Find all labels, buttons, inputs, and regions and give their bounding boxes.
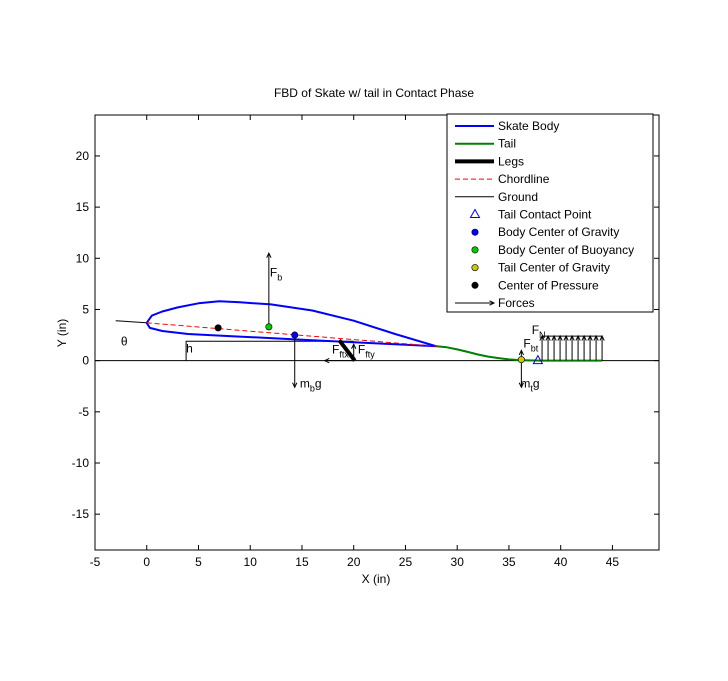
x-axis-label: X (in) xyxy=(362,572,391,586)
normal-load-arrow-head xyxy=(545,334,551,341)
annotation-label: mbg xyxy=(300,376,322,393)
y-tick-label: 10 xyxy=(76,251,90,265)
legend-symbol xyxy=(469,208,481,218)
normal-load-arrow-head xyxy=(557,334,563,341)
annotation-label: Fbt xyxy=(523,336,538,353)
point-center-of-pressure xyxy=(214,324,222,332)
force-arrow-head xyxy=(292,382,298,389)
force-arrow-head xyxy=(323,358,330,364)
y-tick-label: -10 xyxy=(72,456,90,470)
force-arrow-head xyxy=(518,349,524,356)
point-body-center-of-buoyancy xyxy=(265,323,273,331)
y-axis-label: Y (in) xyxy=(55,319,69,347)
legend-arrow-head xyxy=(489,300,496,306)
x-tick-label: 20 xyxy=(347,555,361,569)
x-tick-label: 10 xyxy=(244,555,258,569)
annotation-label: θ xyxy=(121,334,128,348)
series-reference-line xyxy=(115,320,147,324)
force-arrow-head xyxy=(266,252,272,258)
y-tick-label: 20 xyxy=(76,149,90,163)
normal-load-arrow-head xyxy=(563,334,569,341)
annotation-label: mtg xyxy=(520,376,539,393)
axes-ticks: -5 0 5 10 15 20 25 30 35 40 45 -15 -10 -5 0 5 10 15 20 xyxy=(72,115,659,569)
x-tick-label: 35 xyxy=(502,555,516,569)
x-tick-label: 45 xyxy=(606,555,620,569)
annotation-label: h xyxy=(186,341,193,355)
y-tick-label: 15 xyxy=(76,200,90,214)
x-tick-label: 40 xyxy=(554,555,568,569)
normal-load-arrow-head xyxy=(581,334,587,341)
annotation-label: Ffty xyxy=(358,342,375,359)
force-layer xyxy=(266,252,605,389)
annotation-label: FN xyxy=(532,323,546,340)
legend-label: Legs xyxy=(498,154,524,168)
annotation-layer: Fb mbg Fbt mtg FN Fftx Ffty h θ xyxy=(121,266,546,394)
normal-load-arrow-head xyxy=(575,334,581,341)
legend-label: Tail Contact Point xyxy=(498,208,592,222)
legend-symbol xyxy=(471,246,479,254)
legend-label: Tail xyxy=(498,137,516,151)
legend-box xyxy=(446,113,654,313)
normal-load-arrow-head xyxy=(539,334,545,341)
chart-title: FBD of Skate w/ tail in Contact Phase xyxy=(274,86,474,100)
series-legs xyxy=(337,338,357,362)
legend-label: Ground xyxy=(498,190,538,204)
x-tick-label: 25 xyxy=(399,555,413,569)
x-tick-label: 30 xyxy=(451,555,465,569)
legend-symbol xyxy=(471,264,479,272)
normal-load-arrow-head xyxy=(551,334,557,341)
point-body-center-of-gravity xyxy=(291,331,299,339)
legend-label: Center of Pressure xyxy=(498,278,599,292)
x-tick-label: 5 xyxy=(195,555,202,569)
annotation-label: Fftx xyxy=(332,342,349,359)
y-tick-label: 0 xyxy=(82,354,89,368)
x-tick-label: -5 xyxy=(90,555,101,569)
x-tick-label: 15 xyxy=(295,555,309,569)
point-tail-contact-point xyxy=(532,354,544,365)
normal-load-arrow-head xyxy=(569,334,575,341)
series-layer xyxy=(95,300,659,362)
annotation-label: Fb xyxy=(270,266,282,283)
legend: Skate Body Tail Legs Chordline Ground Tail Co… xyxy=(446,113,654,313)
normal-load-arrow-head xyxy=(593,334,599,341)
point-layer xyxy=(214,323,544,365)
legend-symbol xyxy=(471,228,479,236)
series-skate-body xyxy=(145,300,437,348)
legend-label: Body Center of Buoyancy xyxy=(498,243,634,257)
legend-label: Tail Center of Gravity xyxy=(498,261,610,275)
legend-label: Chordline xyxy=(498,172,550,186)
legend-label: Skate Body xyxy=(498,119,559,133)
normal-load-arrow-head xyxy=(599,334,605,341)
legend-symbol xyxy=(471,281,479,289)
series-tail xyxy=(436,345,603,362)
y-tick-label: 5 xyxy=(82,302,89,316)
x-tick-label: 0 xyxy=(143,555,150,569)
y-tick-label: -5 xyxy=(78,405,89,419)
legend-label: Forces xyxy=(498,296,535,310)
y-tick-label: -15 xyxy=(72,507,90,521)
normal-load-arrow-head xyxy=(587,334,593,341)
legend-label: Body Center of Gravity xyxy=(498,225,619,239)
series-height-bracket xyxy=(185,340,354,361)
point-tail-center-of-gravity xyxy=(517,356,525,364)
force-arrow-head xyxy=(518,382,524,389)
force-arrow-head xyxy=(351,343,357,349)
